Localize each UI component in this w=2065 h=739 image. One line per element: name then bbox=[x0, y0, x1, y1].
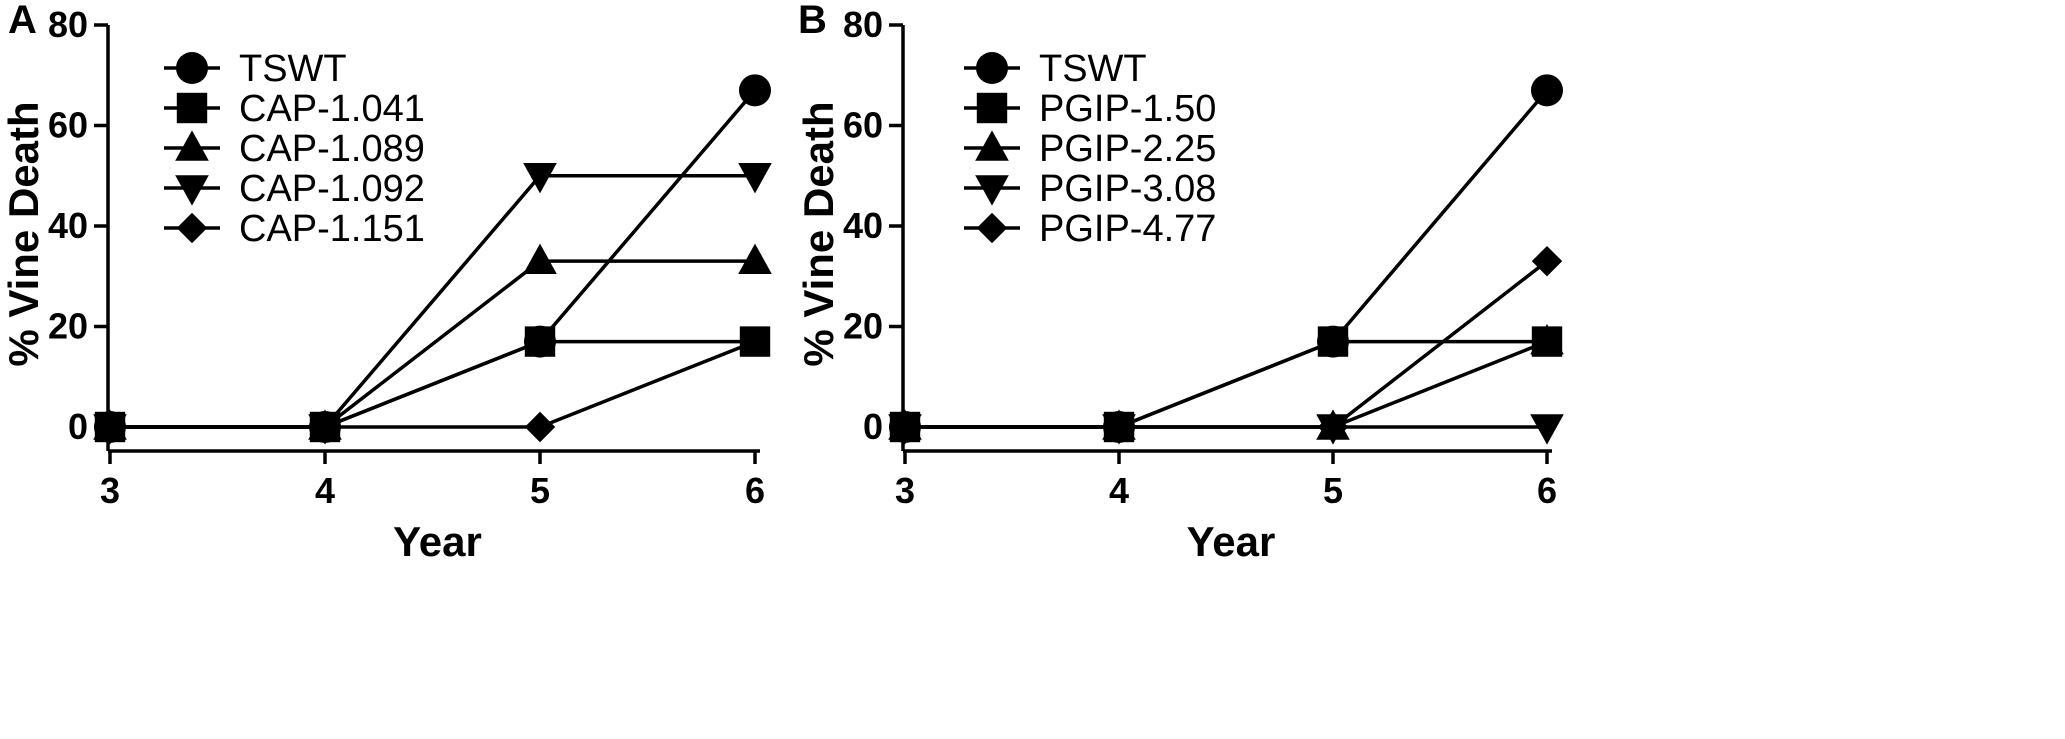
y-tick-label: 0 bbox=[863, 406, 883, 447]
legend-label: PGIP-3.08 bbox=[1039, 168, 1216, 210]
data-point-triangle-down bbox=[738, 162, 772, 194]
x-axis-title: Year bbox=[393, 518, 482, 565]
legend-label: CAP-1.089 bbox=[239, 128, 425, 170]
y-tick-label: 60 bbox=[48, 105, 88, 146]
legend-marker-square bbox=[976, 92, 1008, 124]
x-tick-label: 3 bbox=[100, 470, 120, 511]
data-point-square bbox=[1317, 326, 1349, 357]
legend-marker-triangle-down bbox=[175, 175, 209, 206]
y-tick-label: 20 bbox=[843, 306, 883, 347]
legend-marker-triangle-up bbox=[975, 130, 1009, 161]
y-tick-label: 0 bbox=[68, 406, 88, 447]
y-tick-label: 60 bbox=[843, 105, 883, 146]
legend-marker-square bbox=[176, 92, 208, 124]
panel-letter: A bbox=[8, 0, 37, 42]
legend-marker-diamond bbox=[176, 212, 208, 244]
legend-label: TSWT bbox=[1039, 48, 1147, 90]
data-point-diamond bbox=[1531, 245, 1563, 277]
series-line-pgip-4-77 bbox=[905, 259, 1549, 429]
data-point-diamond bbox=[309, 411, 341, 443]
y-tick-label: 40 bbox=[843, 205, 883, 246]
data-point-diamond bbox=[1103, 411, 1135, 443]
data-point-circle bbox=[1531, 74, 1563, 107]
legend-label: CAP-1.151 bbox=[239, 208, 425, 250]
y-axis-title: % Vine Death bbox=[0, 101, 47, 366]
x-tick-label: 6 bbox=[745, 470, 765, 511]
x-tick-label: 5 bbox=[530, 470, 550, 511]
data-point-triangle-up bbox=[523, 243, 557, 274]
chart-panel-b: B 0 20 40 60 80 3 4 5 6 Year % Vine Death TSWTPGIP-1… bbox=[795, 0, 1564, 565]
series-line-cap-1-151 bbox=[110, 339, 756, 429]
panel-letter: B bbox=[798, 0, 827, 42]
data-point-triangle-up bbox=[738, 243, 772, 274]
legend-label: PGIP-4.77 bbox=[1039, 208, 1216, 250]
legend-marker-diamond bbox=[976, 212, 1008, 244]
legend-label: TSWT bbox=[239, 48, 347, 90]
data-point-triangle-down bbox=[523, 162, 557, 194]
data-point-diamond bbox=[889, 411, 921, 443]
legend-label: CAP-1.041 bbox=[239, 88, 425, 130]
x-axis-title: Year bbox=[1187, 518, 1276, 565]
y-tick-label: 40 bbox=[48, 205, 88, 246]
legend-marker-triangle-down bbox=[975, 175, 1009, 206]
x-tick-label: 6 bbox=[1537, 470, 1557, 511]
data-point-circle bbox=[739, 74, 771, 107]
series-line-tswt bbox=[110, 89, 757, 429]
y-tick-label: 20 bbox=[48, 306, 88, 347]
legend-label: CAP-1.092 bbox=[239, 168, 425, 210]
series-line-cap-1-089 bbox=[110, 259, 755, 429]
legend-label: PGIP-2.25 bbox=[1039, 128, 1216, 170]
x-tick-label: 5 bbox=[1323, 470, 1343, 511]
data-point-diamond bbox=[94, 411, 126, 443]
x-tick-label: 4 bbox=[1109, 470, 1129, 511]
x-tick-label: 3 bbox=[895, 470, 915, 511]
legend-label: PGIP-1.50 bbox=[1039, 88, 1216, 130]
y-axis-title: % Vine Death bbox=[795, 101, 842, 366]
x-tick-label: 4 bbox=[315, 470, 335, 511]
data-point-diamond bbox=[739, 326, 771, 357]
y-tick-label: 80 bbox=[48, 4, 88, 45]
series-line-pgip-1-50 bbox=[905, 339, 1547, 429]
data-point-diamond bbox=[524, 411, 556, 443]
data-point-square bbox=[524, 326, 556, 357]
series-line-cap-1-041 bbox=[110, 339, 755, 429]
legend-marker-triangle-up bbox=[175, 130, 209, 161]
data-point-triangle-down bbox=[1530, 414, 1564, 445]
series-line-tswt bbox=[905, 89, 1549, 429]
y-tick-label: 80 bbox=[843, 4, 883, 45]
series-line-cap-1-092 bbox=[110, 174, 755, 429]
legend-marker-circle bbox=[976, 52, 1008, 84]
legend-marker-circle bbox=[176, 52, 208, 84]
data-point-diamond bbox=[1317, 411, 1349, 443]
data-point-triangle-up bbox=[1530, 323, 1564, 355]
